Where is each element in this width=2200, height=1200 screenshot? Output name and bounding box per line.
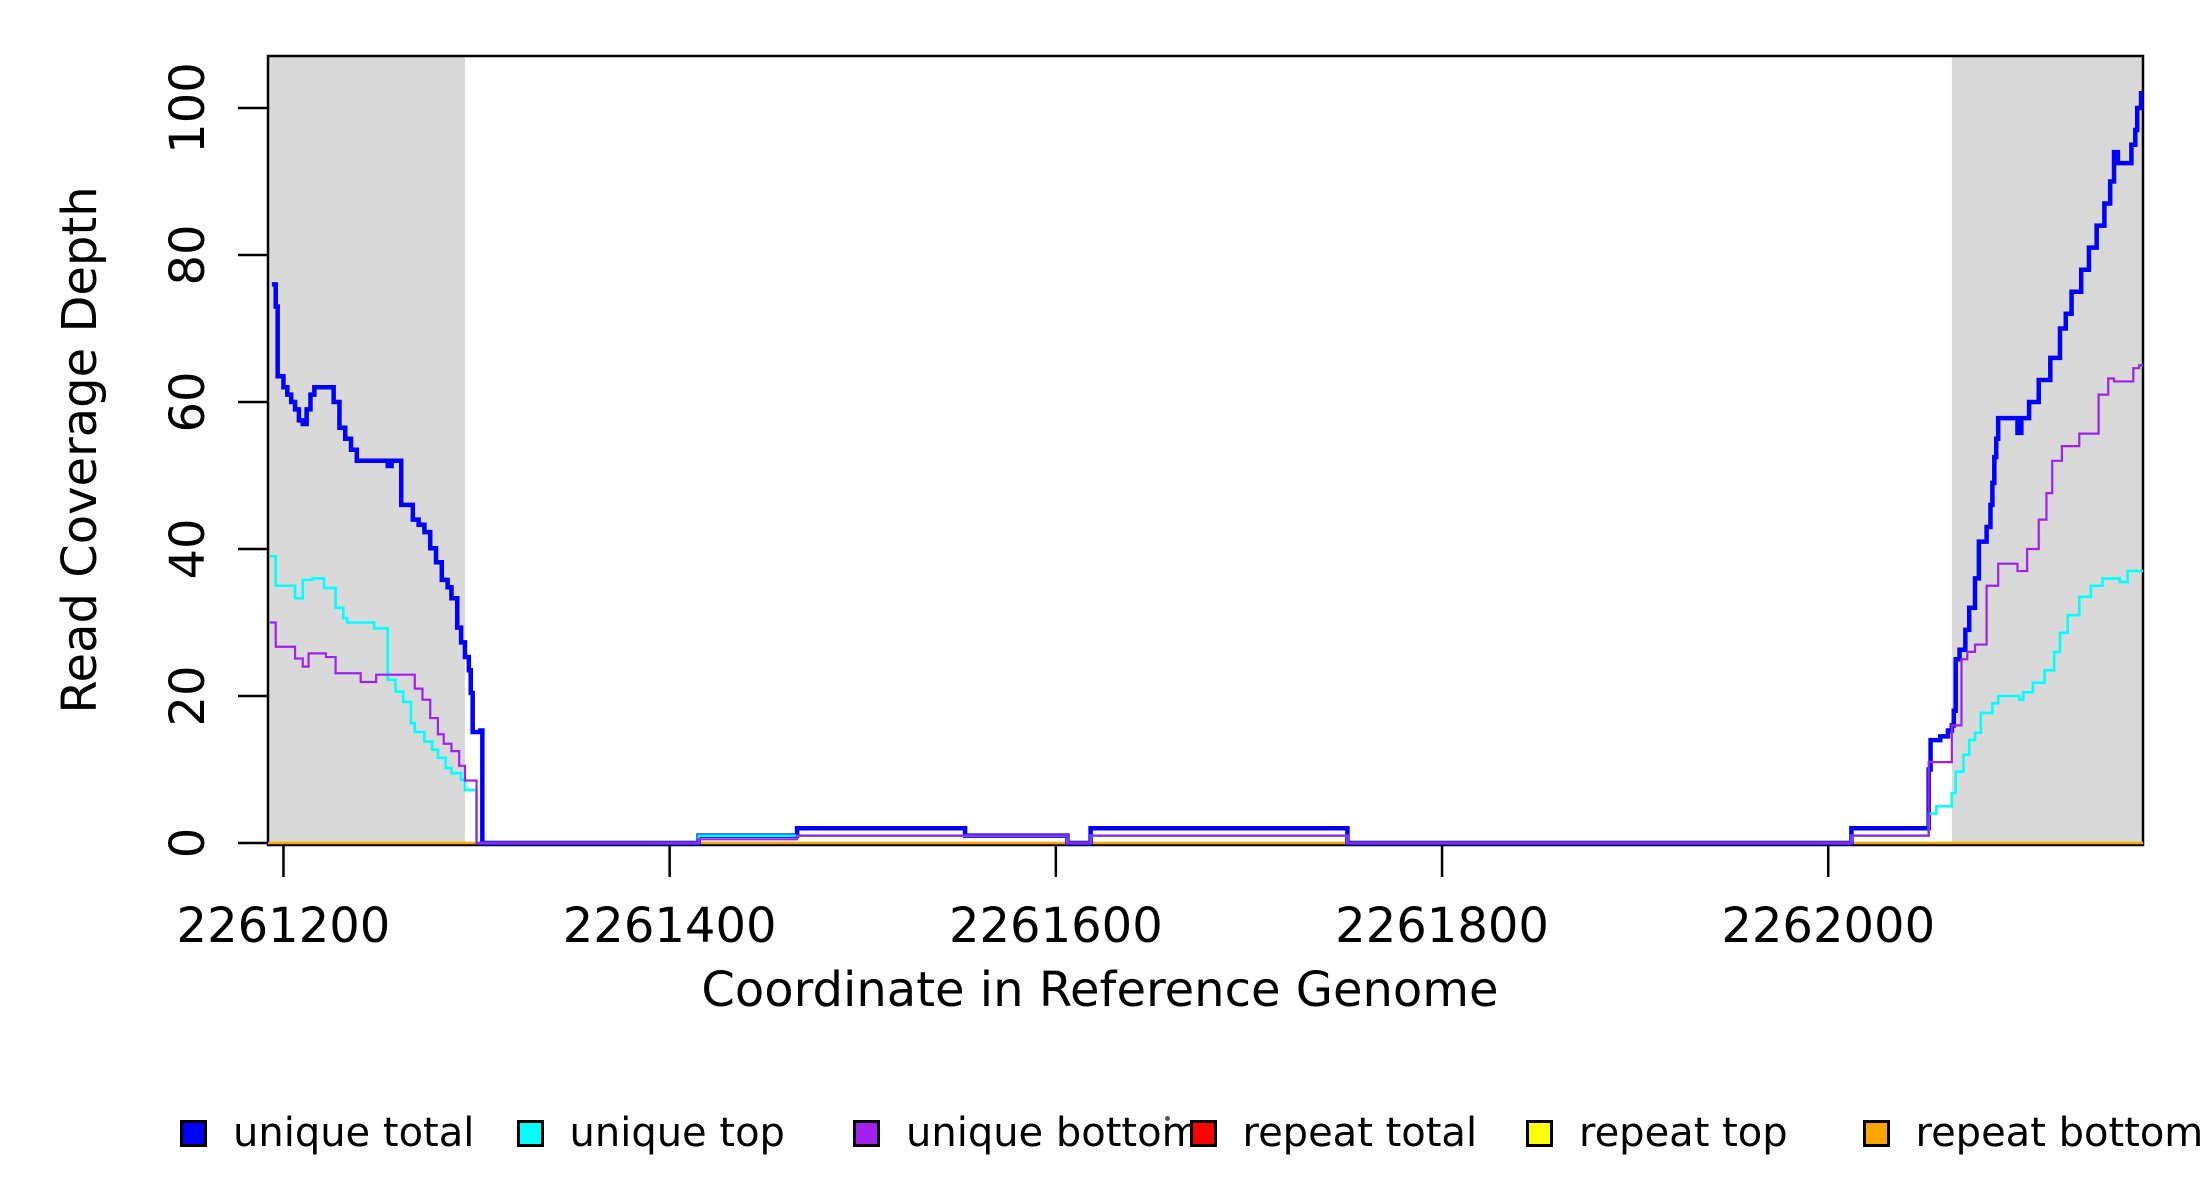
legend-swatch-unique-total — [180, 1119, 207, 1147]
legend-item-repeat-total: repeat total — [1189, 1110, 1478, 1156]
x-tick-label: 2261400 — [563, 898, 777, 954]
plot-frame — [266, 54, 2145, 847]
legend-label: repeat top — [1579, 1110, 1788, 1156]
legend-swatch-unique-bottom — [853, 1119, 880, 1147]
y-axis-title: Read Coverage Depth — [52, 186, 108, 714]
x-axis-title: Coordinate in Reference Genome — [701, 962, 1499, 1018]
legend-swatch-unique-top — [516, 1119, 544, 1147]
legend-item-unique-top: unique top — [516, 1110, 785, 1156]
shaded-region-left — [268, 56, 465, 845]
legend-item-unique-bottom: unique bottom — [853, 1110, 1201, 1156]
legend-swatch-repeat-top — [1526, 1119, 1553, 1147]
y-tick-label: 100 — [160, 62, 216, 154]
series-line-unique-total — [271, 91, 2144, 846]
legend-label: unique bottom — [906, 1110, 1201, 1156]
legend-label: unique total — [233, 1110, 475, 1156]
legend-swatch-repeat-bottom — [1862, 1119, 1890, 1147]
legend-label: repeat total — [1242, 1110, 1478, 1156]
legend-item-unique-total: unique total — [180, 1110, 474, 1156]
legend-swatch-repeat-total — [1189, 1119, 1217, 1147]
x-tick-label: 2261800 — [1335, 898, 1549, 954]
y-tick-label: 40 — [160, 518, 216, 579]
legend-item-repeat-bottom: repeat bottom — [1862, 1110, 2200, 1156]
legend-label: repeat bottom — [1915, 1110, 2200, 1156]
y-tick-label: 80 — [160, 224, 216, 285]
y-tick-label: 20 — [160, 665, 216, 726]
x-tick-label: 2261200 — [177, 898, 391, 954]
series-line-unique-bottom — [269, 364, 2143, 845]
legend-item-repeat-top: repeat top — [1526, 1110, 1788, 1156]
series-line-unique-top — [269, 555, 2143, 845]
y-tick-label: 0 — [160, 828, 216, 859]
legend-separator-dot — [1165, 1116, 1170, 1121]
legend-label: unique top — [569, 1110, 785, 1156]
x-tick-label: 2262000 — [1721, 898, 1935, 954]
y-tick-label: 60 — [160, 371, 216, 432]
x-tick-label: 2261600 — [949, 898, 1163, 954]
